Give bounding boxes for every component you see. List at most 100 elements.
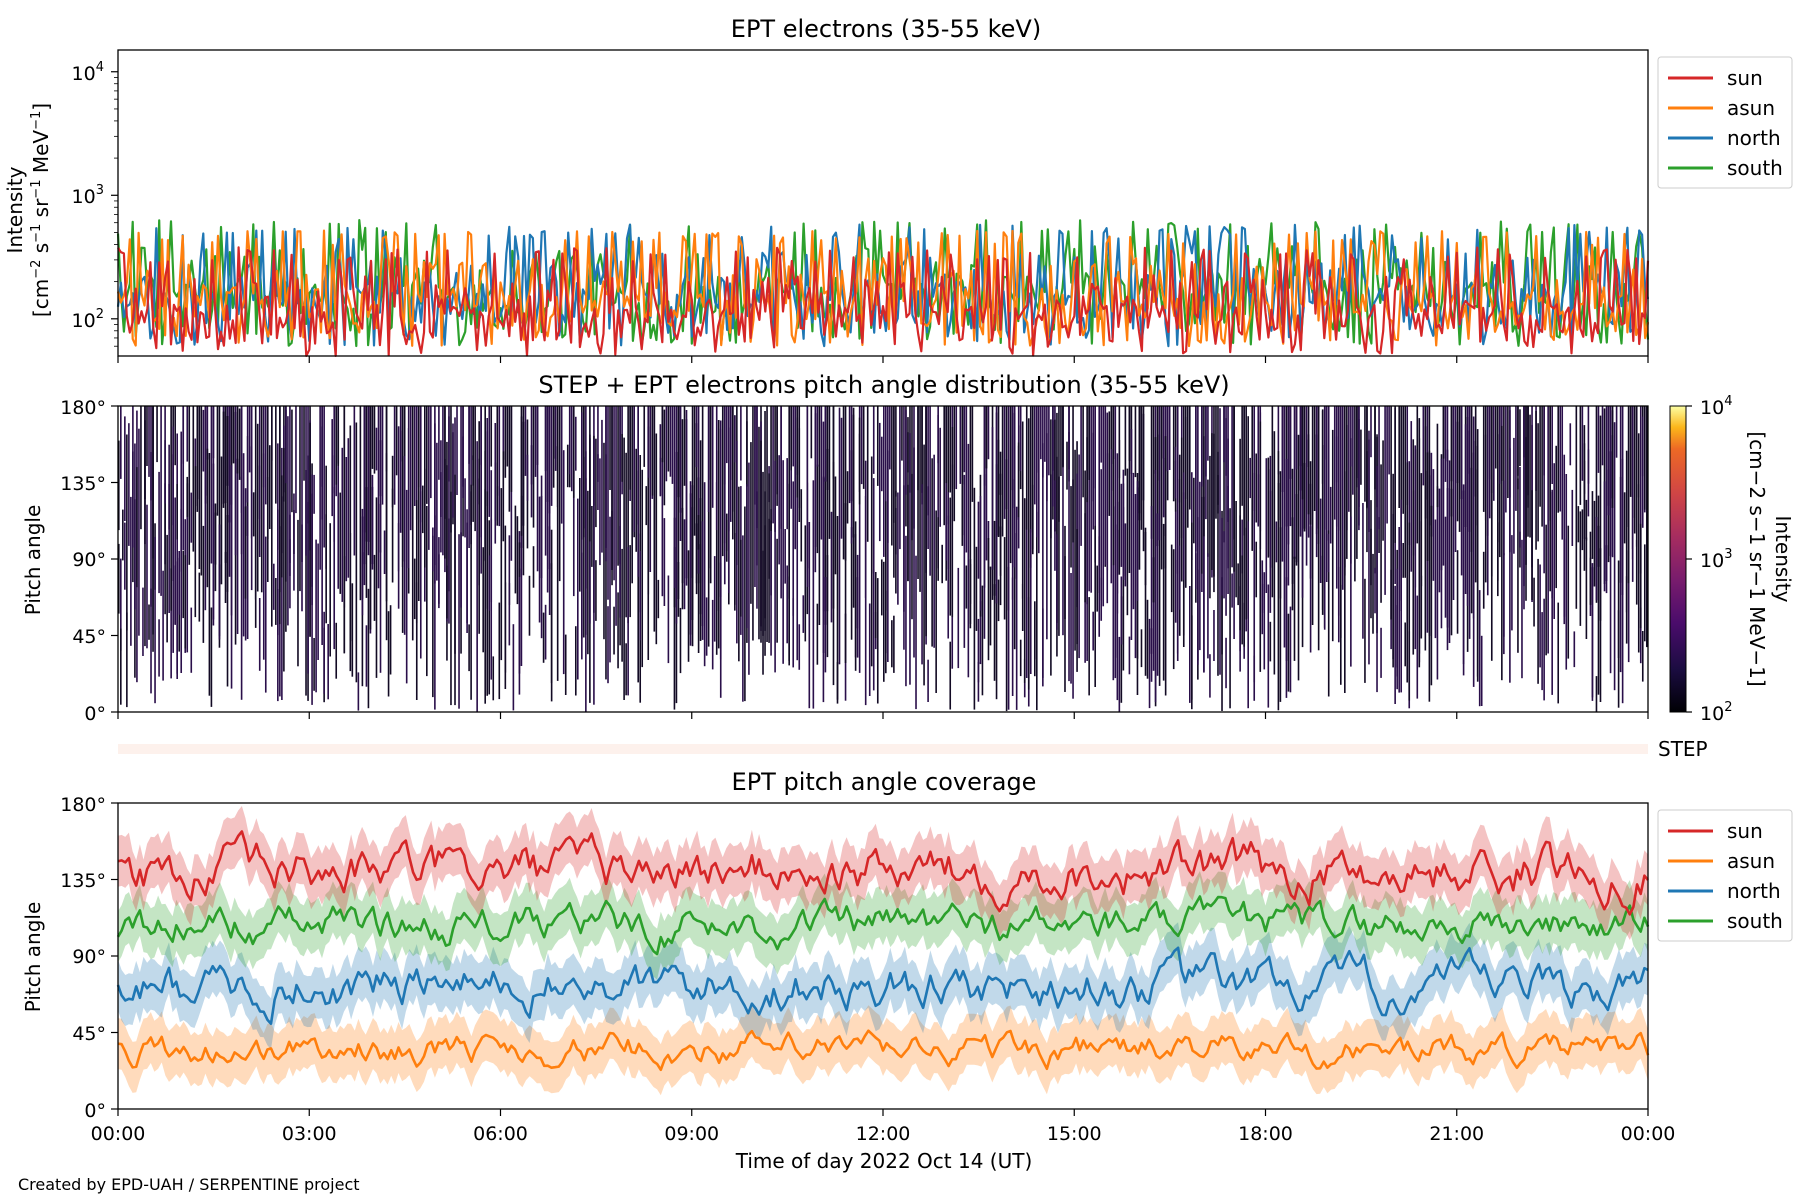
- pad-cell: [1241, 519, 1243, 574]
- pad-cell: [281, 475, 283, 578]
- pad-cell: [1458, 406, 1461, 532]
- pad-cell: [1277, 483, 1280, 711]
- pad-cell: [1402, 543, 1404, 578]
- pad-cell: [1406, 406, 1409, 505]
- pad-cell: [911, 406, 913, 620]
- pad-cell: [852, 414, 855, 608]
- pad-cell: [1323, 406, 1326, 630]
- pad-cell: [1456, 406, 1459, 522]
- pad-cell: [1414, 445, 1417, 588]
- pad-cell: [1054, 419, 1056, 532]
- pad-cell: [550, 406, 553, 506]
- pad-cell: [1132, 472, 1135, 610]
- pad-cell: [1241, 406, 1243, 506]
- pad-cell: [1072, 406, 1074, 543]
- x-tick-label: 15:00: [1047, 1123, 1102, 1145]
- pad-cell: [1571, 489, 1574, 546]
- pad-cell: [1086, 497, 1088, 661]
- pad-cell: [1128, 406, 1131, 461]
- pad-cell: [224, 406, 227, 563]
- pad-cell: [806, 482, 809, 587]
- pad-cell: [156, 406, 158, 463]
- legend-label-north: north: [1727, 126, 1781, 150]
- pad-cell: [353, 406, 356, 556]
- pad-cell: [250, 406, 253, 539]
- pad-cell: [1168, 406, 1171, 470]
- pad-cell: [683, 406, 686, 486]
- pad-cell: [1484, 406, 1487, 583]
- pad-cell: [880, 559, 883, 616]
- colorbar-tick-label: 103: [1700, 547, 1732, 572]
- pad-cell: [319, 406, 321, 570]
- pad-cell: [725, 406, 728, 464]
- pad-cell: [438, 537, 440, 609]
- pad-cell: [1042, 443, 1044, 687]
- pad-cell: [744, 506, 746, 702]
- pad-cell: [1201, 406, 1203, 574]
- pad-cell: [1223, 406, 1225, 463]
- pad-cell: [351, 583, 354, 677]
- pad-cell: [1539, 406, 1541, 507]
- pad-cell: [285, 406, 287, 582]
- pad-cell: [212, 406, 215, 459]
- pad-cell: [1597, 525, 1600, 695]
- pad-cell: [1515, 406, 1517, 511]
- pad-cell: [1189, 586, 1191, 703]
- pad-cell: [275, 406, 277, 504]
- pad-cell: [279, 406, 281, 593]
- pad-cell: [850, 527, 853, 640]
- pad-cell: [1247, 416, 1249, 619]
- pad-cell: [963, 406, 966, 473]
- pad-cell: [188, 406, 191, 565]
- pad-cell: [1301, 406, 1304, 500]
- pad-cell: [907, 417, 909, 582]
- pad-cell: [788, 483, 790, 599]
- pad-cell: [1581, 509, 1584, 551]
- pad-cell: [1507, 406, 1509, 498]
- pad-cell: [1307, 406, 1310, 467]
- pad-cell: [1426, 452, 1429, 561]
- pad-cell: [597, 454, 599, 510]
- pad-cell: [174, 497, 176, 625]
- pad-cell: [701, 406, 704, 627]
- pad-cell: [1118, 636, 1121, 712]
- pad-cell: [1545, 524, 1547, 656]
- pad-cell: [399, 406, 402, 533]
- panel1-legend-box: [1657, 56, 1793, 189]
- pad-cell: [488, 555, 491, 611]
- pad-cell: [1521, 539, 1523, 679]
- pad-cell: [1392, 473, 1394, 668]
- pad-cell: [1378, 517, 1380, 553]
- pad-cell: [1213, 406, 1215, 577]
- pad-cell: [963, 474, 966, 648]
- pad-cell: [1605, 406, 1608, 581]
- pad-cell: [653, 406, 656, 632]
- pad-cell: [421, 485, 424, 534]
- pad-cell: [1394, 406, 1396, 543]
- pad-cell: [464, 478, 466, 538]
- pad-cell: [1291, 517, 1294, 584]
- pad-cell: [1420, 575, 1423, 639]
- pad-cell: [1021, 421, 1024, 599]
- pad-cell: [216, 406, 219, 516]
- panel2-ytick-label: 0°: [84, 703, 106, 725]
- pad-cell: [643, 406, 646, 467]
- pad-cell: [1019, 406, 1022, 472]
- pad-cell: [228, 406, 231, 523]
- colorbar-label-line2: [cm−2 s−1 sr−1 MeV−1]: [1745, 431, 1769, 686]
- pad-cell: [202, 525, 205, 643]
- pad-cell: [613, 606, 615, 655]
- pad-cell: [1243, 406, 1245, 647]
- pad-cell: [1281, 406, 1284, 562]
- footer-credit: Created by EPD-UAH / SERPENTINE project: [18, 1175, 360, 1194]
- pad-cell: [1257, 406, 1260, 525]
- pad-cell: [1436, 486, 1439, 680]
- pad-cell: [1094, 406, 1096, 489]
- pad-cell: [1044, 406, 1046, 462]
- pad-cell: [1019, 639, 1022, 677]
- pad-cell: [1289, 606, 1292, 693]
- pad-cell: [1327, 406, 1330, 541]
- pad-cell: [1154, 469, 1157, 703]
- pad-cell: [544, 604, 547, 660]
- panel2-ytick-label: 135°: [60, 473, 106, 495]
